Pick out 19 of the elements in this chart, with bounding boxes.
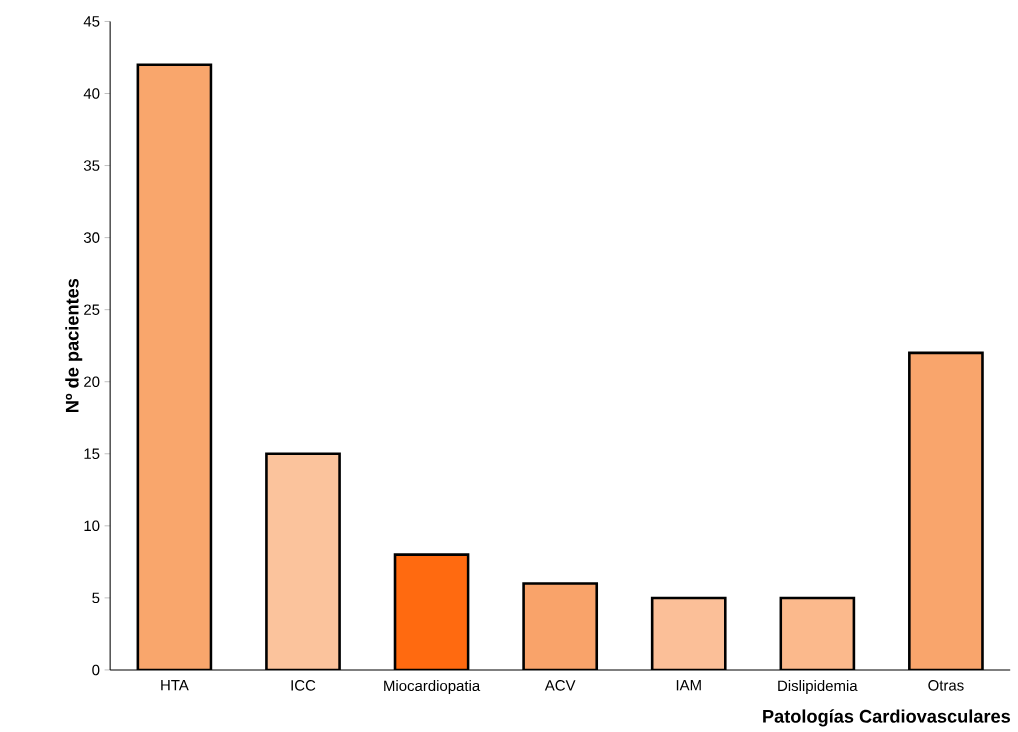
x-tick-label: Dislipidemia: [778, 679, 858, 694]
x-tick-label: Miocardiopatia: [384, 679, 481, 694]
y-tick-label: 15: [84, 448, 100, 459]
y-tick-label: 45: [83, 16, 100, 27]
y-tick-label: 40: [83, 88, 100, 99]
y-axis-title: Nº de pacientes: [65, 278, 83, 412]
y-tick-label: 25: [84, 304, 100, 315]
y-tick-label: 5: [92, 592, 100, 603]
y-tick-label: 35: [83, 160, 100, 171]
y-tick-label: 10: [84, 520, 100, 531]
x-tick-label: ACV: [544, 679, 576, 691]
x-tick-label: IAM: [676, 679, 701, 691]
y-tick-label: 20: [84, 376, 100, 387]
x-axis-title: Patologías Cardiovasculares: [763, 709, 1011, 727]
x-tick-label: HTA: [161, 679, 189, 691]
x-tick-label: ICC: [291, 679, 316, 691]
y-tick-label: 30: [83, 232, 100, 243]
x-tick-label: Otras: [928, 679, 964, 691]
y-tick-label: 0: [92, 664, 100, 676]
